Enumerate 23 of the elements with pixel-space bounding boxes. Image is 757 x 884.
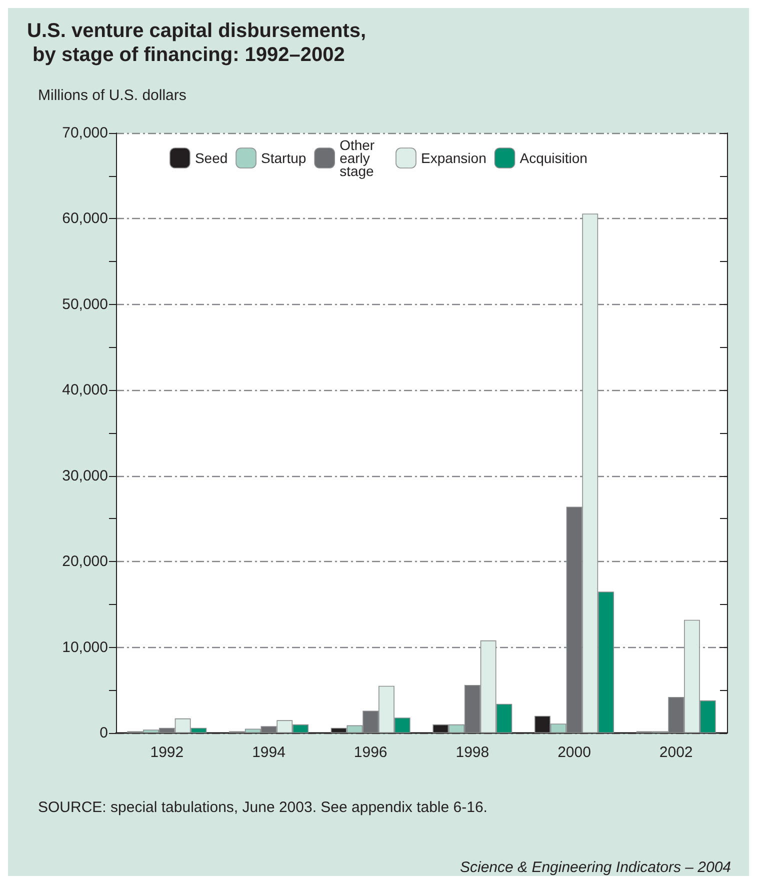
x-tick-label: 1994 [252, 744, 286, 761]
y-tick-label: 0 [100, 724, 108, 742]
text: Science & Engineering Indicators – 2004 [460, 859, 732, 876]
y-tick-label: 70,000 [62, 124, 108, 142]
legend-label: Acquisition [520, 150, 588, 166]
x-tick-label: 1996 [354, 744, 388, 761]
x-tick-label: 2002 [659, 744, 693, 761]
y-tick-label: 50,000 [62, 296, 108, 313]
legend-label: Startup [261, 150, 306, 166]
legend-label: Expansion [420, 150, 486, 166]
y-tick-label: 10,000 [62, 638, 108, 656]
x-tick-label: 1998 [456, 744, 490, 761]
legend-label: Other early stage [340, 137, 378, 179]
legend-label: Seed [194, 150, 228, 166]
y-axis-title: Millions of U.S. dollars [38, 87, 186, 104]
source-note: SOURCE: special tabulations, June 2003. See appendix table 6-16. [38, 799, 488, 816]
chart-title: U.S. venture capital disbursements, by stage of financing: 1992–2002 [27, 20, 366, 66]
y-tick-label: 30,000 [62, 467, 108, 484]
y-tick-label: 40,000 [62, 382, 108, 399]
y-tick-label: 60,000 [62, 210, 108, 228]
x-tick-label: 2000 [558, 744, 591, 761]
y-tick-label: 20,000 [62, 553, 108, 570]
x-tick-label: 1992 [150, 744, 184, 761]
